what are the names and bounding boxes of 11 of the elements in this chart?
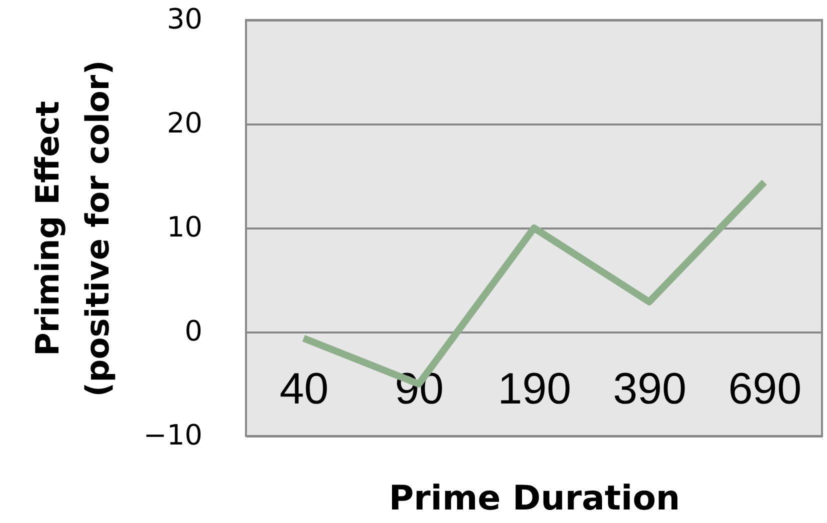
- x-tick-label: 390: [612, 364, 686, 414]
- y-tick-label: 20: [166, 106, 202, 140]
- x-tick-label: 40: [280, 364, 329, 414]
- y-tick-label: 10: [166, 210, 202, 244]
- y-tick-label: 30: [166, 2, 202, 36]
- x-axis-title: Prime Duration: [388, 478, 680, 518]
- y-axis-title: Priming Effect (positive for color): [28, 60, 116, 397]
- y-tick-label: −10: [143, 418, 202, 452]
- y-tick-label: 0: [184, 314, 202, 348]
- x-tick-label: 190: [498, 364, 572, 414]
- x-tick-label: 690: [728, 364, 802, 414]
